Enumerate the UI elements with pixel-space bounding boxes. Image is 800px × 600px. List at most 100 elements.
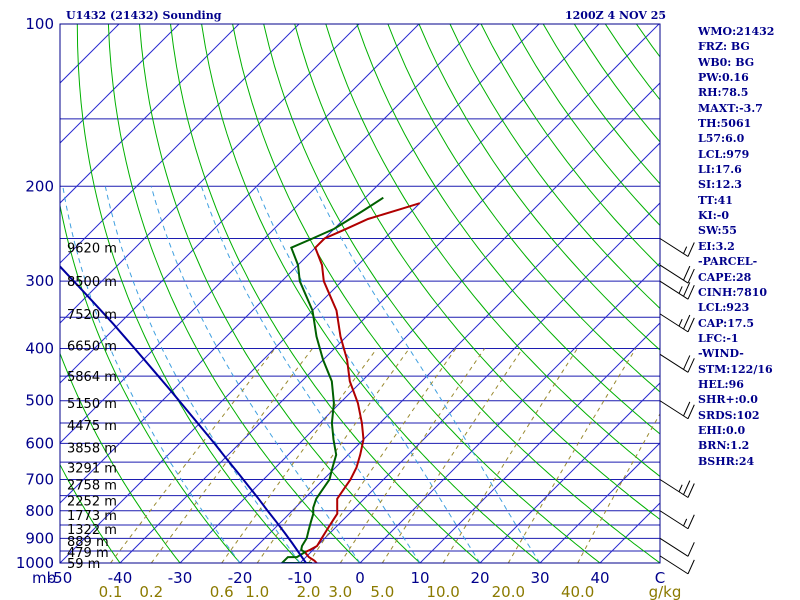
temperature-tick-label: 10: [410, 569, 429, 587]
moist-adiabat: [104, 186, 301, 563]
temperature-tick-label: -40: [108, 569, 133, 587]
index-item: FRZ: BG: [698, 40, 750, 54]
index-item: SI:12.3: [698, 178, 742, 192]
temperature-tick-label: 30: [530, 569, 549, 587]
temperature-tick-label: -30: [168, 569, 193, 587]
dry-adiabat: [107, 24, 361, 563]
temperature-tick-label: 40: [590, 569, 609, 587]
index-item: CINH:7810: [698, 285, 768, 299]
mixing-ratio-tick-label: 3.0: [328, 583, 352, 600]
temperature-profile: [303, 202, 421, 563]
dry-adiabat: [325, 24, 660, 478]
height-label: 479 m: [67, 546, 109, 561]
mixing-ratio-line: [381, 348, 524, 563]
height-label: 1773 m: [67, 509, 117, 524]
index-item: MAXT:-3.7: [698, 101, 763, 115]
index-item: PW:0.16: [698, 71, 749, 85]
wind-barb: [659, 479, 695, 498]
isotherm-line: [119, 24, 660, 563]
dry-adiabat: [356, 24, 660, 435]
index-item: CAPE:28: [698, 270, 752, 284]
mixing-ratio-tick-label: 1.0: [245, 583, 269, 600]
mixing-ratio-line: [442, 348, 578, 563]
mixing-ratio-line: [221, 348, 378, 563]
wind-barb: [659, 313, 695, 333]
mixing-ratio-tick-label: 5.0: [370, 583, 394, 600]
index-item: WB0: BG: [698, 55, 755, 69]
height-label: 4475 m: [67, 419, 117, 434]
wind-barb: [659, 510, 695, 530]
isotherm-line: [239, 142, 660, 563]
pressure-tick-label: 600: [25, 434, 54, 452]
pressure-tick-label: 1000: [16, 554, 54, 572]
height-label: 5864 m: [67, 370, 117, 385]
pressure-tick-label: 500: [25, 392, 54, 410]
moist-adiabat: [62, 186, 241, 563]
isotherm-line: [60, 24, 300, 264]
moist-adiabat: [150, 186, 361, 563]
index-item: SW:55: [698, 224, 737, 238]
index-item: BSHR:24: [698, 454, 755, 468]
mixing-ratio-tick-label: 0.6: [210, 583, 234, 600]
mixing-ratio-tick-label: 0.2: [139, 583, 163, 600]
temperature-tick-label: -50: [48, 569, 73, 587]
index-item: KI:-0: [698, 209, 729, 223]
pressure-tick-label: 900: [25, 529, 54, 547]
isotherm-line: [60, 24, 180, 144]
isotherm-line: [60, 24, 480, 444]
height-label: 9620 m: [67, 242, 117, 257]
height-label: 8500 m: [67, 275, 117, 290]
isotherm-line: [179, 82, 660, 563]
index-item: -PARCEL-: [698, 255, 758, 269]
isotherm-line: [419, 322, 660, 563]
index-item: LI:17.6: [698, 163, 742, 177]
height-label: 5150 m: [67, 397, 117, 412]
index-item: SRDS:102: [698, 408, 760, 422]
wind-barb: [659, 264, 695, 284]
chart-timestamp: 1200Z 4 NOV 25: [565, 9, 667, 22]
dry-adiabat: [60, 202, 241, 563]
isotherm-line: [60, 24, 360, 324]
index-item: BRN:1.2: [698, 439, 750, 453]
temperature-tick-label: C: [655, 569, 665, 587]
index-item: RH:78.5: [698, 86, 749, 100]
dry-adiabat: [480, 24, 660, 268]
mixing-ratio-line: [507, 348, 637, 563]
index-item: TH:5061: [698, 117, 752, 131]
pressure-tick-label: 700: [25, 471, 54, 489]
index-item: LCL:923: [698, 301, 750, 315]
dry-adiabat: [263, 24, 660, 563]
isotherm-line: [60, 24, 600, 563]
pressure-tick-label: 200: [25, 177, 54, 195]
wind-barb: [659, 238, 695, 257]
mixing-ratio-tick-label: 0.1: [99, 583, 123, 600]
parcel-profile: [60, 265, 307, 563]
moist-adiabat: [255, 186, 481, 563]
wind-barb: [659, 537, 695, 557]
mixing-ratio-tick-label: 20.0: [492, 583, 525, 600]
mixing-ratio-tick-label: 10.0: [426, 583, 459, 600]
mixing-ratio-tick-label: 40.0: [561, 583, 594, 600]
index-item: LFC:-1: [698, 331, 739, 345]
dry-adiabat: [387, 24, 660, 393]
index-item: -WIND-: [698, 347, 744, 361]
pressure-tick-label: 300: [25, 272, 54, 290]
index-item: LCL:979: [698, 147, 750, 161]
isotherm-line: [539, 442, 660, 563]
chart-title: U1432 (21432) Sounding: [66, 9, 222, 22]
index-item: HEL:96: [698, 377, 744, 391]
dry-adiabat: [60, 352, 181, 563]
index-item: L57:6.0: [698, 132, 745, 146]
plot-area: [60, 24, 660, 563]
wind-barb: [659, 555, 695, 575]
height-label: 3291 m: [67, 462, 117, 477]
index-item: SHR+:0.0: [698, 393, 758, 407]
height-label: 3858 m: [67, 441, 117, 456]
dry-adiabat: [201, 24, 541, 563]
wind-barb: [659, 280, 695, 300]
moist-adiabat: [200, 186, 421, 563]
height-label: 59 m: [67, 557, 100, 572]
plot-frame: [59, 23, 661, 564]
temperature-tick-label: -10: [288, 569, 313, 587]
